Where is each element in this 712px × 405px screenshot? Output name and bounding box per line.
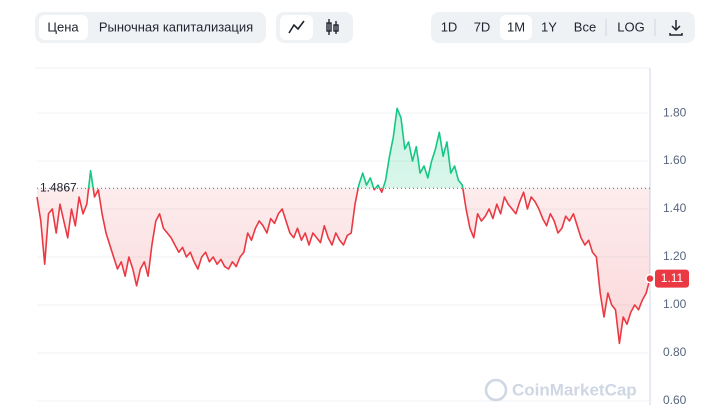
toolbar: Цена Рыночная капитализация 1D 7D 1M 1Y … — [35, 12, 695, 43]
last-point — [645, 273, 655, 284]
area-down — [37, 188, 650, 344]
active-tab — [39, 15, 88, 40]
y-tick-label: 0.60 — [663, 393, 687, 405]
download-icon[interactable] — [669, 20, 683, 36]
line-icon — [288, 20, 305, 34]
log-button[interactable]: LOG — [617, 19, 644, 34]
line-down — [36, 188, 651, 345]
watermark-logo — [484, 378, 508, 402]
reference-label: 1.4867 — [40, 180, 77, 194]
y-tick-label: 1.60 — [663, 153, 687, 167]
y-tick-label: 1.40 — [663, 201, 687, 215]
range[interactable]: 7D — [474, 19, 491, 34]
range[interactable]: Все — [574, 19, 596, 34]
range[interactable]: 1M — [507, 19, 525, 34]
tab[interactable]: Рыночная капитализация — [99, 19, 253, 34]
y-tick-label: 1.00 — [663, 297, 687, 311]
active-range — [500, 15, 532, 40]
range-group — [431, 12, 695, 43]
price-tag-label: 1.11 — [661, 271, 684, 285]
watermark: CoinMarketCap — [512, 380, 637, 399]
tab[interactable]: Цена — [47, 19, 79, 34]
candle-icon[interactable] — [326, 19, 339, 35]
metric-group — [35, 12, 266, 43]
range[interactable]: 1Y — [541, 19, 557, 34]
price-tag — [655, 269, 689, 288]
y-tick-label: 1.80 — [663, 105, 687, 119]
area-up — [88, 108, 463, 189]
y-tick-label: 0.80 — [663, 345, 687, 359]
range[interactable]: 1D — [441, 19, 458, 34]
price-line — [36, 188, 651, 345]
y-tick-label: 1.20 — [663, 249, 687, 263]
